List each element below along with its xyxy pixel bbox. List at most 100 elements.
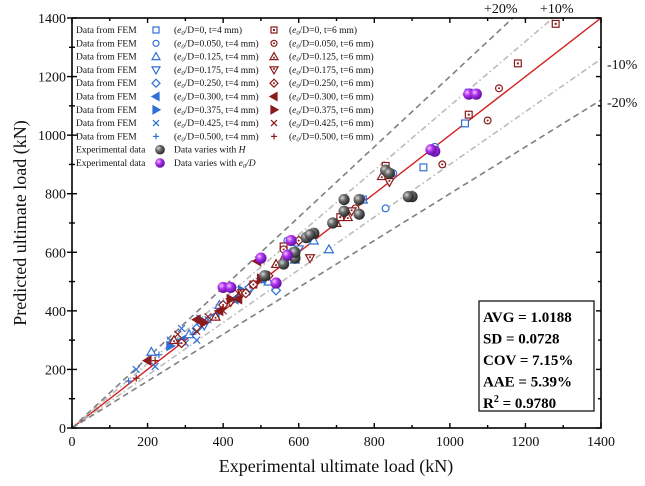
legend-marker	[152, 104, 162, 115]
data-point	[353, 193, 365, 206]
data-point	[338, 205, 350, 217]
data-point	[132, 374, 140, 382]
legend-marker	[152, 39, 160, 47]
data-point	[494, 84, 503, 93]
data-point	[132, 365, 141, 374]
data-point	[353, 208, 365, 220]
x-tick-label: 600	[288, 435, 309, 450]
series-17	[132, 304, 227, 382]
legend-item: Data from FEM (e0/D=0.175, t=4 mm) (e0/D=0…	[76, 65, 374, 77]
data-point	[141, 355, 152, 367]
legend-label: Data from FEM	[76, 52, 137, 63]
data-point	[174, 339, 182, 347]
legend-item-experimental: Experimental data Data varies with H	[76, 144, 247, 156]
data-points	[125, 19, 560, 385]
legend-description-t6: (e0/D=0.500, t=6 mm)	[289, 131, 374, 143]
legend-marker	[151, 78, 161, 89]
legend-marker-t6	[270, 26, 278, 34]
data-point	[204, 312, 212, 321]
data-point	[177, 324, 186, 333]
data-point	[189, 330, 197, 338]
data-point	[145, 346, 157, 356]
data-point	[240, 288, 252, 299]
legend-marker-sphere	[155, 158, 165, 168]
x-tick-label: 400	[213, 435, 234, 450]
data-point	[383, 167, 395, 179]
data-point	[464, 110, 473, 119]
y-tick-label: 1400	[38, 12, 66, 27]
data-point	[248, 279, 259, 290]
band-label-plus20: +20%	[484, 2, 518, 17]
data-point	[192, 336, 201, 344]
x-tick-label: 1200	[511, 435, 539, 450]
legend-marker-sphere	[155, 144, 165, 155]
legend-marker-t6	[268, 66, 280, 76]
data-point	[225, 281, 237, 294]
legend-item: Data from FEM (e0/D=0.050, t=4 mm) (e0/D=0…	[76, 38, 374, 50]
series-16	[173, 289, 243, 339]
legend-item-experimental: Experimental data Data varies with e0/D	[76, 158, 256, 170]
y-tick-label: 1000	[38, 129, 66, 144]
data-point	[551, 19, 560, 28]
legend-item: Data from FEM (e0/D=0.125, t=4 mm) (e0/D=0…	[76, 51, 374, 64]
legend-marker-t6	[268, 51, 280, 61]
data-point	[304, 254, 316, 264]
legend-label: Data from FEM	[76, 131, 137, 142]
y-axis-title: Predicted ultimate load (kN)	[10, 120, 31, 325]
legend-label: Data from FEM	[76, 118, 137, 129]
data-point	[285, 234, 297, 247]
x-axis-title: Experimental ultimate load (kN)	[219, 456, 453, 477]
series-0	[358, 88, 473, 204]
data-point	[281, 249, 293, 261]
data-point	[210, 311, 222, 321]
series-10	[279, 84, 503, 254]
data-point	[155, 351, 163, 359]
y-tick-label: 600	[45, 246, 66, 261]
legend-marker	[150, 66, 162, 76]
legend-description: (e0/D=0.300, t=4 mm)	[174, 92, 259, 104]
data-point	[483, 116, 492, 125]
statistics-box-frame	[478, 300, 595, 412]
legend-marker	[152, 119, 160, 127]
legend-description: Data varies with H	[174, 146, 247, 156]
legend-marker-t6	[271, 133, 277, 140]
data-point	[226, 293, 237, 305]
band-label-minus20: -20%	[607, 96, 638, 111]
data-point	[323, 243, 335, 254]
legend-description: (e0/D=0.425, t=4 mm)	[174, 118, 259, 130]
data-point	[151, 362, 159, 371]
data-point	[438, 160, 447, 169]
legend-item: Data from FEM (e0/D=0.500, t=4 mm) (e0/D=0…	[76, 131, 374, 143]
reference-line--20-	[72, 18, 515, 428]
stat-r: R2 = 0.9780	[483, 394, 556, 412]
legend-description: (e0/D=0.125, t=4 mm)	[174, 52, 259, 64]
legend-description: (e0/D=0.050, t=4 mm)	[174, 38, 259, 50]
data-point	[419, 163, 428, 172]
data-point	[173, 330, 182, 339]
legend-description-t6: (e0/D=0.375, t=6 mm)	[289, 105, 374, 117]
legend-item: Data from FEM (e0/D=0, t=4 mm) (e0/D=0, t=…	[76, 25, 357, 37]
legend-description: (e0/D=0.500, t=4 mm)	[174, 131, 259, 143]
legend-description: (e0/D=0, t=4 mm)	[174, 25, 242, 37]
data-point	[191, 314, 201, 326]
legend-description-t6: (e0/D=0.300, t=6 mm)	[289, 92, 374, 104]
legend-description-t6: (e0/D=0.175, t=6 mm)	[289, 65, 374, 77]
series-19	[217, 88, 482, 294]
legend-marker-t6	[270, 119, 278, 127]
legend-label: Data from FEM	[76, 78, 137, 89]
data-point	[460, 119, 469, 128]
y-tick-label: 400	[45, 305, 66, 320]
data-point	[381, 204, 390, 213]
legend-description-t6: (e0/D=0.125, t=6 mm)	[289, 52, 374, 64]
legend-marker-t6	[270, 104, 280, 115]
legend-label: Data from FEM	[76, 38, 137, 49]
legend-description-t6: (e0/D=0.250, t=6 mm)	[289, 78, 374, 90]
data-point	[270, 277, 282, 289]
data-point	[168, 334, 180, 345]
legend-description: (e0/D=0.250, t=4 mm)	[174, 78, 259, 90]
legend-marker-t6	[270, 39, 278, 47]
data-point	[259, 270, 271, 282]
x-tick-label: 1400	[587, 435, 615, 450]
series-18	[259, 164, 418, 282]
